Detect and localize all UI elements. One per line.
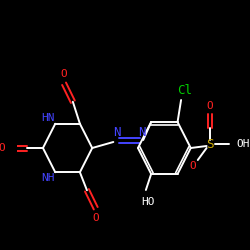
Text: S: S	[206, 138, 214, 150]
Text: O: O	[92, 213, 99, 223]
Text: O: O	[189, 161, 196, 171]
Text: OH: OH	[236, 139, 250, 149]
Text: N: N	[113, 126, 120, 140]
Text: HO: HO	[141, 197, 154, 207]
Text: O: O	[207, 101, 214, 111]
Text: O: O	[61, 69, 68, 79]
Text: Cl: Cl	[177, 84, 192, 96]
Text: N: N	[138, 126, 145, 140]
Text: O: O	[0, 143, 5, 153]
Text: HN: HN	[42, 113, 55, 123]
Text: NH: NH	[42, 173, 55, 183]
